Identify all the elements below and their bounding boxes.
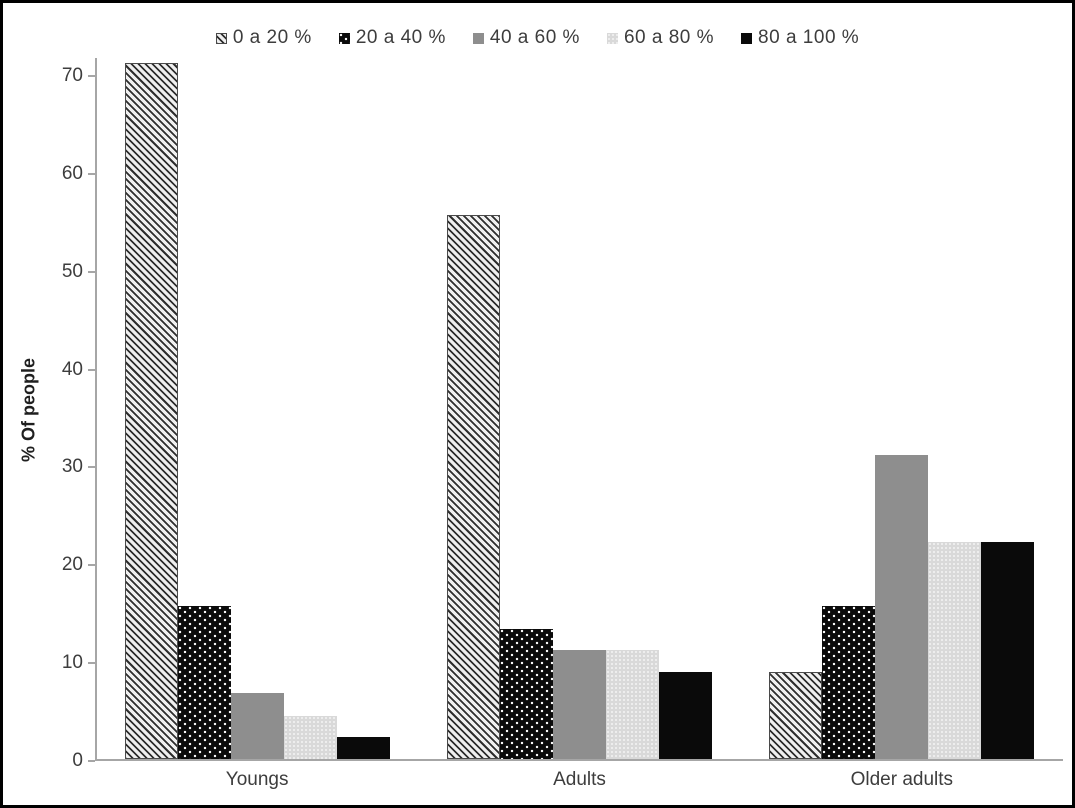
legend-item-0: 0 a 20 % bbox=[215, 27, 312, 49]
y-tick-mark bbox=[88, 75, 95, 77]
y-tick-label: 20 bbox=[61, 554, 83, 576]
legend-label: 0 a 20 % bbox=[232, 27, 312, 48]
legend-marker-hatch-icon bbox=[215, 32, 227, 44]
bar-adults-series-0 bbox=[447, 214, 500, 759]
y-tick-mark bbox=[88, 368, 95, 371]
legend-label: 20 a 40 % bbox=[355, 27, 446, 48]
legend-label: 80 a 100 % bbox=[758, 27, 860, 48]
y-tick-label: 50 bbox=[61, 260, 83, 282]
legend-marker-gray-icon bbox=[472, 32, 484, 44]
y-tick-label: 40 bbox=[61, 358, 83, 380]
legend-item-1: 20 a 40 % bbox=[338, 27, 446, 49]
bar-older-adults-series-1 bbox=[822, 606, 876, 759]
bar-youngs-series-3 bbox=[283, 715, 337, 759]
x-category-label: Older adults bbox=[850, 769, 954, 790]
legend-item-4: 80 a 100 % bbox=[741, 27, 859, 49]
y-tick-label: 10 bbox=[61, 652, 83, 674]
legend-item-2: 40 a 60 % bbox=[472, 27, 580, 49]
bar-youngs-series-4 bbox=[336, 737, 390, 759]
y-tick-mark bbox=[88, 662, 95, 665]
x-category-label: Youngs bbox=[225, 769, 289, 790]
legend-marker-lightgray-icon bbox=[606, 32, 618, 44]
y-tick-mark bbox=[88, 270, 95, 273]
bar-older-adults-series-2 bbox=[875, 454, 929, 759]
legend-marker-black-icon bbox=[741, 32, 753, 44]
bar-adults-series-4 bbox=[659, 671, 712, 759]
y-tick-mark bbox=[88, 564, 95, 567]
y-tick-mark bbox=[88, 760, 95, 762]
y-axis-line bbox=[95, 58, 97, 761]
bar-youngs-series-2 bbox=[230, 693, 284, 759]
bar-youngs-series-1 bbox=[177, 606, 231, 759]
legend-marker-dots-icon bbox=[338, 32, 350, 44]
y-tick-label: 60 bbox=[61, 162, 83, 184]
x-category-label: Adults bbox=[553, 769, 606, 790]
y-axis-title: % Of people bbox=[18, 357, 39, 463]
bar-adults-series-1 bbox=[500, 628, 553, 759]
chart-legend: 0 a 20 % 20 a 40 % 40 a 60 % 60 a 80 % 80 a … bbox=[3, 27, 1072, 49]
x-axis-line bbox=[95, 759, 1063, 761]
legend-item-3: 60 a 80 % bbox=[606, 27, 715, 49]
bar-older-adults-series-0 bbox=[769, 671, 823, 759]
bar-older-adults-series-3 bbox=[928, 541, 982, 759]
y-tick-label: 30 bbox=[61, 456, 83, 478]
y-tick-label: 0 bbox=[72, 750, 83, 771]
bar-youngs-series-0 bbox=[124, 63, 178, 759]
y-tick-label: 70 bbox=[61, 65, 83, 86]
bar-older-adults-series-4 bbox=[981, 541, 1035, 759]
plot-area: 0 10 20 30 40 50 60 70 Youngs Adults Older adults bbox=[62, 58, 1063, 790]
bar-adults-series-2 bbox=[553, 650, 606, 759]
legend-label: 60 a 80 % bbox=[623, 27, 715, 48]
bar-adults-series-3 bbox=[606, 650, 659, 759]
y-tick-mark bbox=[88, 172, 95, 175]
legend-label: 40 a 60 % bbox=[489, 27, 580, 48]
y-tick-mark bbox=[88, 466, 95, 469]
